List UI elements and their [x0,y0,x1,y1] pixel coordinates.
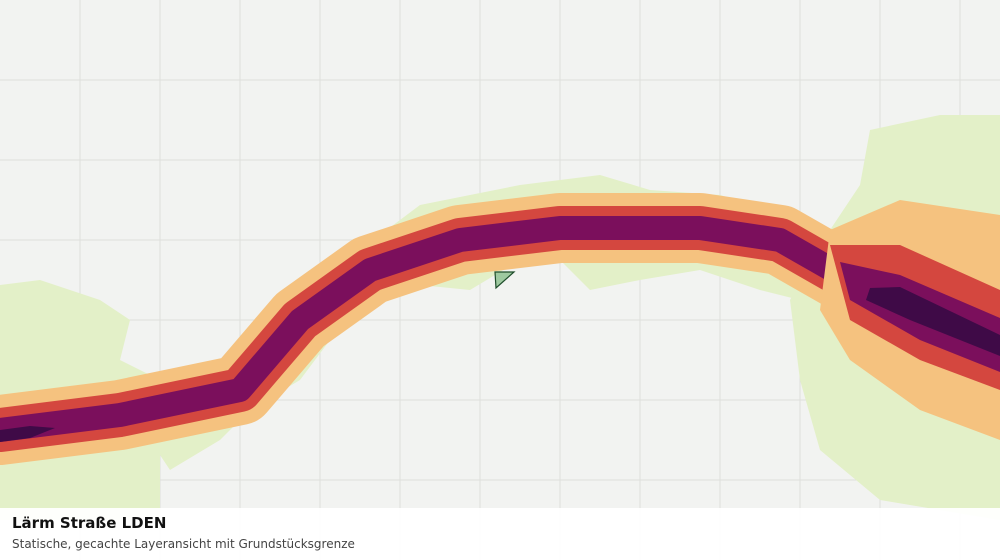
parcel-boundary[interactable] [494,271,516,290]
noise-zone-extreme [866,287,1000,356]
noise-bands [0,193,1000,465]
map-subtitle: Statische, gecachte Layeransicht mit Gru… [12,537,355,551]
noise-zone-extreme [0,426,55,442]
caption-panel: Lärm Straße LDEN Statische, gecachte Lay… [0,508,1000,560]
map-title: Lärm Straße LDEN [12,514,167,532]
noise-zone-very-high [0,216,1000,442]
